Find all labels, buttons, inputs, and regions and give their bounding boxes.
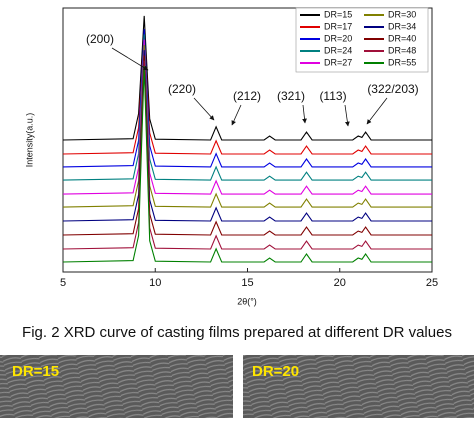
x-tick-label: 5	[60, 277, 66, 289]
y-axis-label: Intensity(a.u.)	[24, 113, 34, 168]
peak-label: (212)	[233, 89, 261, 103]
legend-label: DR=15	[324, 9, 352, 19]
peak-label: (322/203)	[367, 82, 418, 96]
legend-label: DR=34	[388, 21, 416, 31]
caption: Fig. 2 XRD curve of casting films prepar…	[22, 324, 452, 341]
xrd-curve	[62, 66, 432, 263]
legend-label: DR=40	[388, 33, 416, 43]
peak-arrow	[231, 104, 242, 126]
sem-image	[0, 355, 233, 418]
x-tick-label: 10	[149, 277, 161, 289]
peak-label: (200)	[86, 32, 114, 46]
peak-arrow	[193, 97, 215, 121]
legend-label: DR=55	[388, 57, 416, 67]
peak-arrow	[111, 47, 149, 71]
x-tick-label: 25	[426, 277, 438, 289]
peak-arrow	[366, 97, 388, 125]
image-label: DR=15	[12, 363, 59, 380]
legend-label: DR=20	[324, 33, 352, 43]
legend-label: DR=27	[324, 57, 352, 67]
peak-label: (220)	[168, 82, 196, 96]
image-label: DR=20	[252, 363, 299, 380]
xrd-curve	[62, 15, 432, 141]
xrd-curve	[62, 50, 432, 222]
x-axis-label: 2θ(°)	[237, 296, 257, 306]
peak-label: (321)	[277, 89, 305, 103]
legend-label: DR=17	[324, 21, 352, 31]
peak-arrow	[302, 104, 307, 124]
sem-image	[243, 355, 474, 418]
legend-label: DR=48	[388, 45, 416, 55]
x-tick-label: 20	[334, 277, 346, 289]
peak-label: (113)	[319, 89, 346, 103]
x-tick-label: 15	[241, 277, 253, 289]
legend-label: DR=30	[388, 9, 416, 19]
legend-label: DR=24	[324, 45, 352, 55]
peak-arrow	[344, 104, 350, 127]
